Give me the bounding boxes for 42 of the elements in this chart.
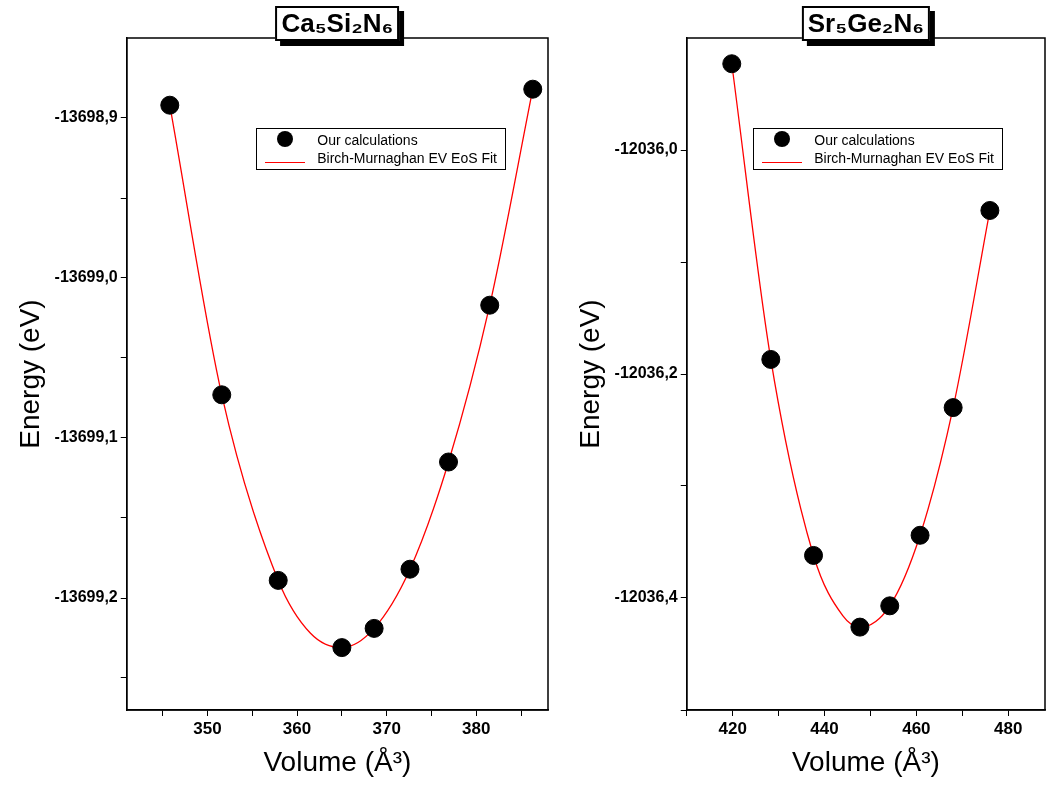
point bbox=[980, 200, 1000, 220]
x-axis-title: Volume (Å³) bbox=[263, 745, 412, 777]
point bbox=[332, 638, 352, 658]
y-tick-label: -13698,9 bbox=[54, 108, 118, 126]
point bbox=[910, 525, 930, 545]
point bbox=[439, 452, 459, 472]
x-tick-label: 350 bbox=[193, 718, 222, 738]
point bbox=[761, 349, 781, 369]
x-tick-label: 370 bbox=[372, 718, 401, 738]
point bbox=[212, 385, 232, 405]
point bbox=[480, 295, 500, 315]
point bbox=[943, 398, 963, 418]
x-tick-label: 480 bbox=[994, 718, 1023, 738]
y-axis-title: Energy (eV) bbox=[573, 299, 605, 449]
point bbox=[268, 570, 288, 590]
point bbox=[160, 95, 180, 115]
point bbox=[400, 559, 420, 579]
y-tick-label: -12036,4 bbox=[614, 588, 678, 606]
legend-label: Our calculations bbox=[317, 132, 418, 148]
y-tick-label: -13699,2 bbox=[54, 588, 118, 606]
y-tick-label: -12036,2 bbox=[614, 364, 678, 382]
x-tick-label: 380 bbox=[462, 718, 491, 738]
y-axis-title: Energy (eV) bbox=[13, 299, 45, 449]
chart-title: Sr₅Ge₂N₆ bbox=[801, 6, 930, 41]
x-tick-label: 440 bbox=[810, 718, 839, 738]
point bbox=[880, 596, 900, 616]
point bbox=[523, 79, 543, 99]
x-tick-label: 360 bbox=[282, 718, 312, 738]
point bbox=[850, 617, 870, 637]
y-tick-label: -12036,0 bbox=[614, 140, 678, 158]
point bbox=[722, 54, 742, 74]
legend-label: Birch-Murnaghan EV EoS Fit bbox=[317, 150, 497, 166]
chart-title: Ca₅Si₂N₆ bbox=[275, 6, 400, 41]
y-tick-label: -13699,0 bbox=[54, 268, 118, 286]
point bbox=[364, 618, 384, 638]
y-tick-label: -13699,1 bbox=[54, 428, 118, 446]
legend-label: Our calculations bbox=[814, 132, 915, 148]
x-axis-title: Volume (Å³) bbox=[791, 745, 940, 777]
point bbox=[804, 545, 824, 565]
x-tick-label: 420 bbox=[718, 718, 747, 738]
x-tick-label: 460 bbox=[902, 718, 931, 738]
legend-label: Birch-Murnaghan EV EoS Fit bbox=[814, 150, 994, 166]
